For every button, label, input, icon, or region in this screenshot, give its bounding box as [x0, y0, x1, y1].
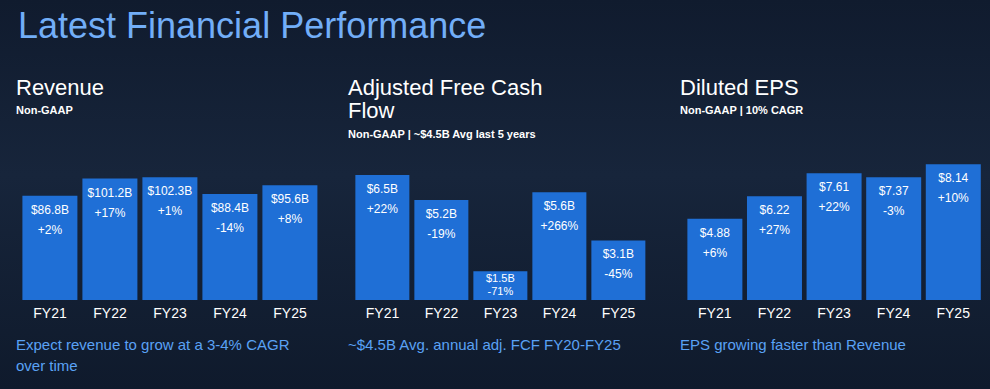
html-text:Non-GAAP: Non-GAAP — [16, 104, 73, 116]
svg-text:FY25: FY25 — [273, 305, 307, 321]
svg-text:FY25: FY25 — [602, 305, 636, 321]
svg-text:FY23: FY23 — [153, 305, 187, 321]
html-text:Non-GAAP | ~$4.5B Avg last 5 y: Non-GAAP | ~$4.5B Avg last 5 years — [348, 128, 536, 140]
svg-text:$1.5B: $1.5B — [486, 272, 515, 284]
svg-text:$3.1B: $3.1B — [603, 247, 634, 261]
svg-text:FY24: FY24 — [543, 305, 577, 321]
svg-text:FY23: FY23 — [484, 305, 518, 321]
svg-text:$6.22: $6.22 — [759, 203, 789, 217]
html-text:Diluted EPS: Diluted EPS — [680, 75, 799, 100]
svg-text:$8.14: $8.14 — [938, 171, 968, 185]
svg-text:FY25: FY25 — [936, 305, 970, 321]
svg-text:+22%: +22% — [819, 200, 850, 214]
html-text:Adjusted Free Cash Flow: Adjusted Free Cash Flow — [348, 75, 543, 123]
svg-text:+27%: +27% — [759, 223, 790, 237]
html-text:Expect revenue to grow at a 3-: Expect revenue to grow at a 3-4% CAGR ov… — [16, 336, 290, 374]
svg-text:-45%: -45% — [604, 267, 632, 281]
svg-text:+1%: +1% — [158, 204, 183, 218]
svg-text:+266%: +266% — [541, 219, 579, 233]
svg-text:+10%: +10% — [938, 191, 969, 205]
html-text:Latest Financial Performance: Latest Financial Performance — [18, 5, 487, 46]
svg-text:$5.6B: $5.6B — [544, 199, 575, 213]
svg-text:-3%: -3% — [883, 204, 905, 218]
svg-text:-71%: -71% — [488, 285, 514, 297]
svg-text:$101.2B: $101.2B — [88, 186, 133, 200]
svg-text:FY21: FY21 — [366, 305, 400, 321]
svg-text:FY23: FY23 — [817, 305, 851, 321]
svg-text:$6.5B: $6.5B — [367, 182, 398, 196]
svg-text:-14%: -14% — [216, 221, 244, 235]
svg-text:+2%: +2% — [38, 223, 63, 237]
svg-text:+17%: +17% — [94, 206, 125, 220]
svg-text:FY21: FY21 — [33, 305, 67, 321]
html-text:~$4.5B Avg. annual adj. FCF FY: ~$4.5B Avg. annual adj. FCF FY20-FY25 — [348, 336, 621, 353]
svg-text:$7.37: $7.37 — [879, 184, 909, 198]
svg-text:$5.2B: $5.2B — [426, 207, 457, 221]
svg-text:+8%: +8% — [278, 212, 303, 226]
html-text:EPS growing faster than Revenu: EPS growing faster than Revenue — [680, 336, 906, 353]
svg-text:+22%: +22% — [367, 202, 398, 216]
svg-text:$4.88: $4.88 — [700, 226, 730, 240]
svg-text:FY21: FY21 — [698, 305, 732, 321]
svg-text:$88.4B: $88.4B — [211, 201, 249, 215]
svg-text:+6%: +6% — [703, 246, 728, 260]
svg-text:$7.61: $7.61 — [819, 180, 849, 194]
svg-text:-19%: -19% — [427, 227, 455, 241]
svg-text:FY22: FY22 — [93, 305, 127, 321]
svg-text:$95.6B: $95.6B — [271, 192, 309, 206]
svg-text:FY24: FY24 — [213, 305, 247, 321]
html-text:Revenue: Revenue — [16, 75, 105, 100]
svg-text:$86.8B: $86.8B — [31, 203, 69, 217]
svg-text:$102.3B: $102.3B — [148, 184, 193, 198]
html-text:Non-GAAP | 10% CAGR: Non-GAAP | 10% CAGR — [680, 104, 804, 116]
svg-text:FY22: FY22 — [758, 305, 792, 321]
svg-text:FY24: FY24 — [877, 305, 911, 321]
svg-text:FY22: FY22 — [425, 305, 459, 321]
